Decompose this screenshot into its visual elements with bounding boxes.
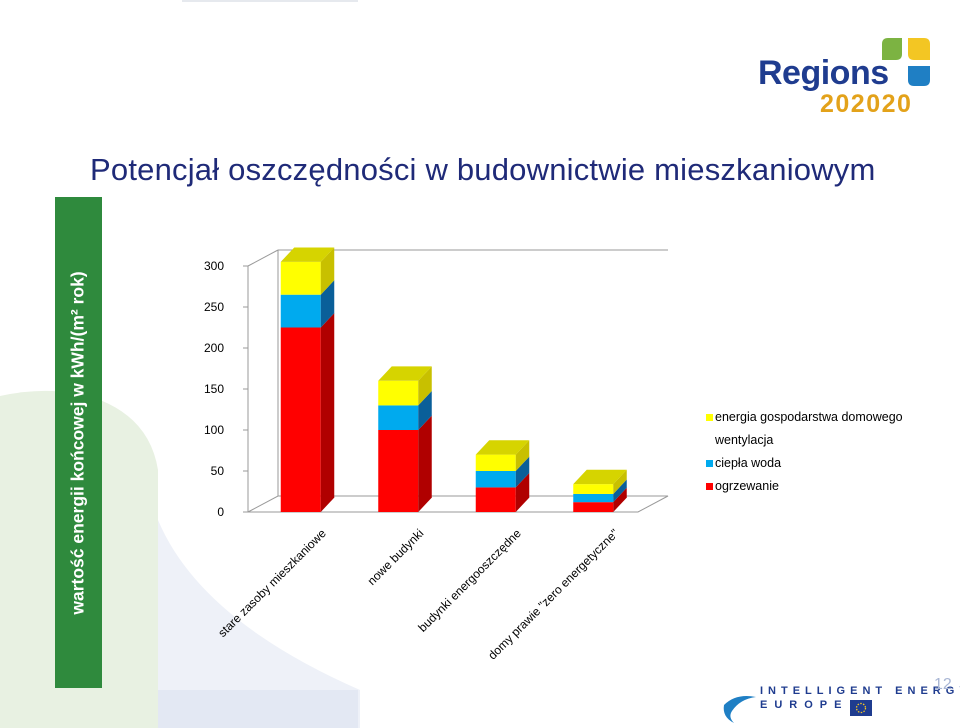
top-rule bbox=[182, 0, 358, 2]
bar-segment-front bbox=[573, 502, 614, 512]
program-line1: INTELLIGENT ENERGY bbox=[760, 685, 960, 697]
chart-side-top-edge bbox=[247, 249, 279, 267]
x-category-label: budynki energooszczędne bbox=[415, 526, 524, 635]
bar-segment-side bbox=[418, 366, 432, 406]
y-tick-label: 200 bbox=[204, 341, 224, 355]
bar-segment-side bbox=[613, 469, 627, 494]
legend-label: energia gospodarstwa domowego bbox=[715, 410, 903, 424]
bar-segment-front bbox=[280, 261, 321, 295]
bar-segment-front bbox=[475, 487, 516, 512]
regions-logo: Regions 202020 bbox=[756, 36, 936, 120]
y-tick-label: 300 bbox=[204, 259, 224, 273]
bar-segment-side bbox=[613, 487, 627, 512]
legend-label: ciepła woda bbox=[715, 456, 781, 470]
bar-segment-front bbox=[378, 430, 419, 512]
eu-flag-icon bbox=[850, 700, 872, 716]
y-tick-label: 150 bbox=[204, 382, 224, 396]
bar-segment-side bbox=[515, 473, 530, 512]
logo-wordmark: Regions bbox=[758, 54, 889, 92]
bar-segment-front bbox=[573, 484, 614, 494]
y-axis-side-label: wartość energii końcowej w kWh/(m² rok) bbox=[67, 271, 88, 615]
leaf-squares-icon bbox=[882, 38, 930, 86]
y-tick-label: 0 bbox=[217, 505, 224, 519]
bar-segment-front bbox=[573, 493, 614, 503]
bar-segment-side bbox=[418, 391, 432, 430]
slide-title: Potencjał oszczędności w budownictwie mi… bbox=[90, 152, 876, 187]
legend-label: ogrzewanie bbox=[715, 479, 779, 493]
x-category-label: nowe budynki bbox=[365, 526, 427, 588]
intelligent-energy-footer: INTELLIGENT ENERGY EUROPE bbox=[722, 683, 960, 728]
logo-year: 202020 bbox=[820, 90, 913, 118]
bar-segment-front bbox=[475, 454, 516, 471]
bar-segment-front bbox=[378, 380, 419, 406]
bar-segment-top bbox=[378, 366, 432, 381]
chart-back-wall bbox=[278, 250, 668, 496]
side-bar bbox=[55, 197, 102, 688]
bar-segment-side bbox=[320, 280, 335, 328]
legend-swatch bbox=[706, 414, 713, 421]
bar-segment-side bbox=[320, 247, 335, 295]
bar-segment-front bbox=[378, 405, 419, 430]
page-number: 12 bbox=[934, 676, 952, 693]
bar-segment-side bbox=[515, 440, 530, 471]
bar-segment-side bbox=[418, 415, 432, 512]
bar-segment-side bbox=[515, 456, 530, 488]
y-tick-label: 50 bbox=[211, 464, 225, 478]
bar-segment-side bbox=[613, 479, 627, 503]
y-tick-label: 250 bbox=[204, 300, 224, 314]
bar-segment-top bbox=[475, 440, 530, 455]
legend-label: wentylacja bbox=[714, 433, 773, 447]
bar-segment-front bbox=[280, 294, 321, 328]
legend-swatch bbox=[706, 460, 713, 467]
bar-segment-front bbox=[280, 327, 321, 512]
legend-swatch bbox=[706, 483, 713, 490]
bar-segment-side bbox=[320, 313, 335, 512]
x-category-label: stare zasoby mieszkaniowe bbox=[215, 526, 329, 640]
program-line2: EUROPE bbox=[760, 699, 849, 711]
bar-segment-top bbox=[573, 469, 627, 485]
ie-swoosh-icon bbox=[723, 696, 756, 723]
chart-area: 0 50 100 150 200 250 300 stare zasoby mieszkani… bbox=[158, 222, 938, 688]
y-tick-label: 100 bbox=[204, 423, 224, 437]
bar-segment-top bbox=[280, 247, 335, 262]
stacked-bar-chart: 0 50 100 150 200 250 300 stare zasoby mieszkani… bbox=[204, 247, 903, 662]
bar-segment-front bbox=[475, 471, 516, 488]
